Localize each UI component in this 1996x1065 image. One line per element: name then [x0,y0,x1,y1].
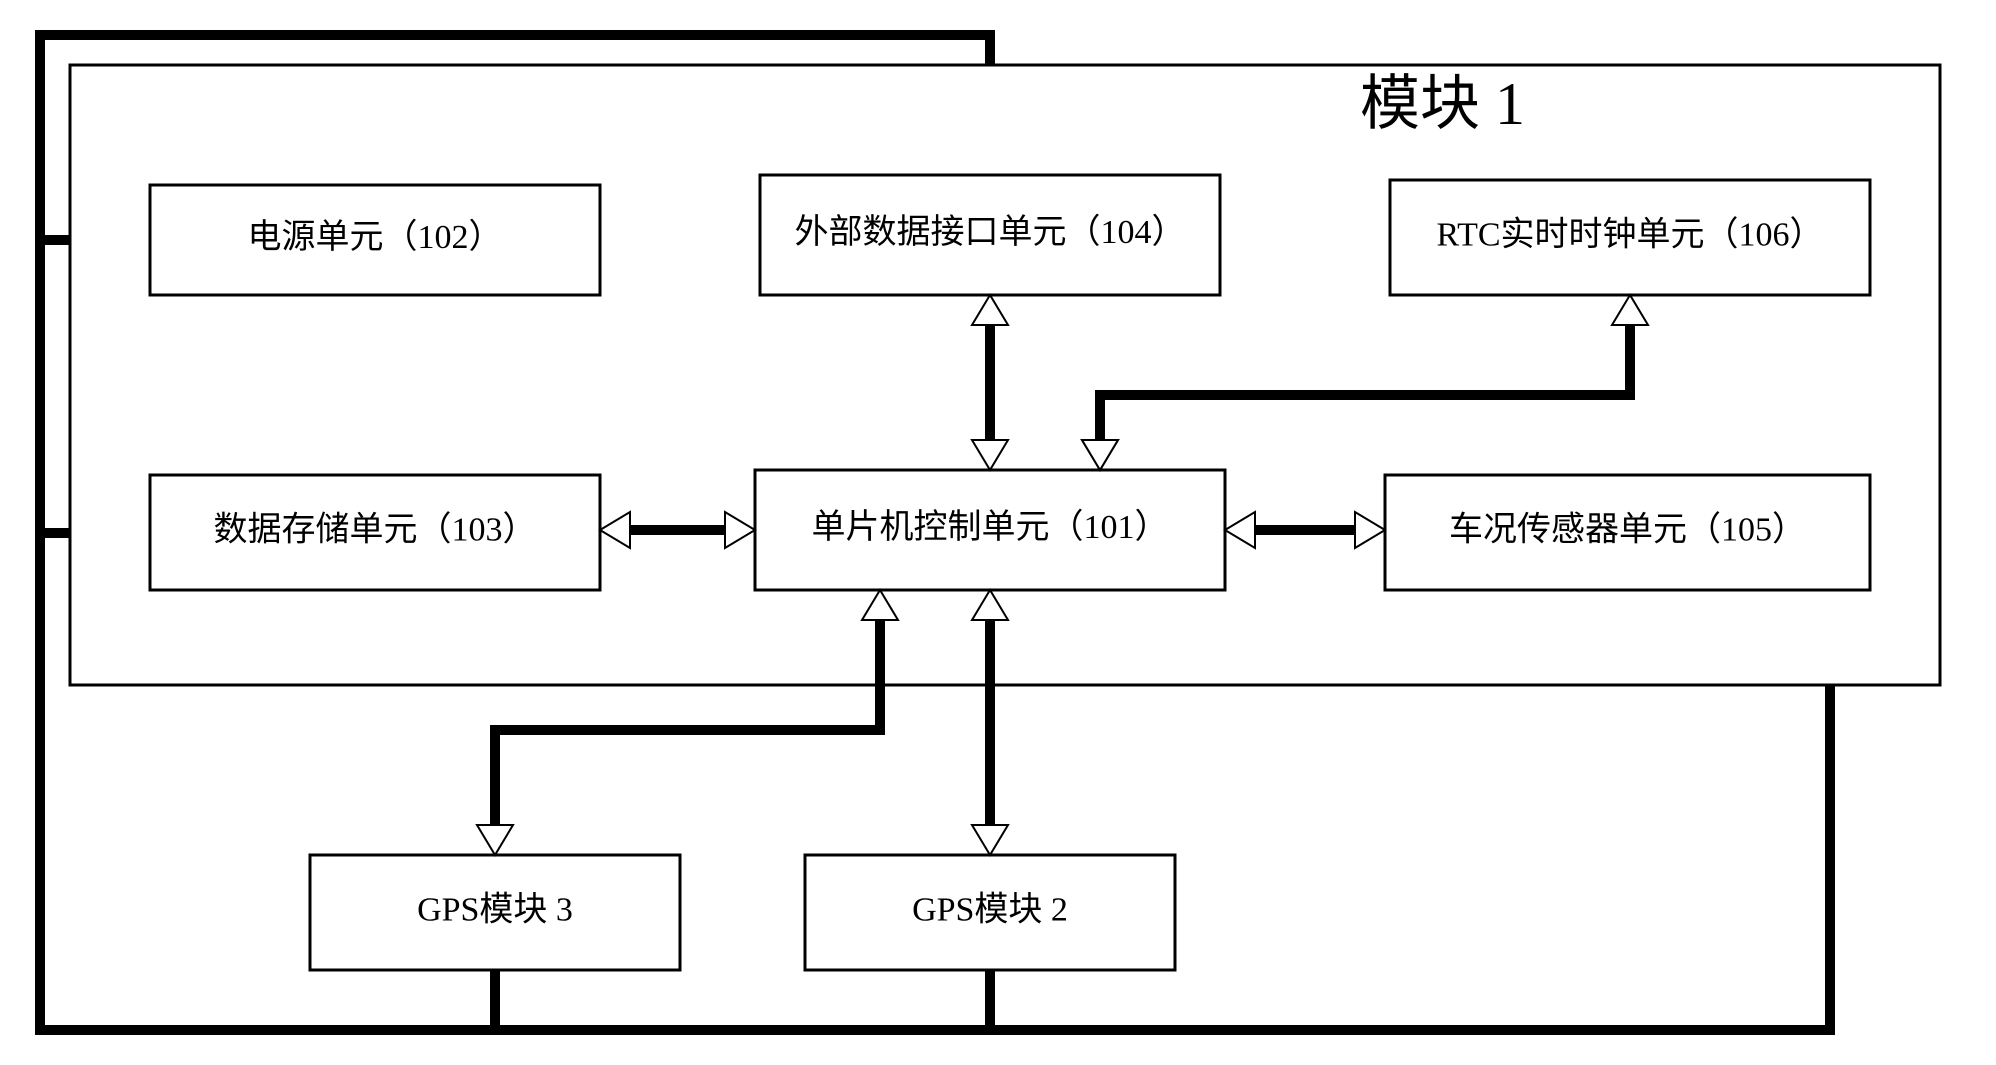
svg-text:RTC实时时钟单元（106）: RTC实时时钟单元（106） [1436,215,1823,253]
svg-text:电源单元（102）: 电源单元（102） [248,218,503,256]
svg-text:外部数据接口单元（104）: 外部数据接口单元（104） [795,213,1186,251]
svg-text:模块 1: 模块 1 [1360,71,1525,137]
svg-text:单片机控制单元（101）: 单片机控制单元（101） [812,508,1169,546]
diagram-canvas: 模块 1 电源单元（102） 外部数据接口单元（104） RTC实时时钟单元（106）… [0,0,1996,1065]
svg-text:GPS模块 3: GPS模块 3 [417,890,573,928]
svg-text:GPS模块 2: GPS模块 2 [912,890,1068,928]
svg-text:数据存储单元（103）: 数据存储单元（103） [214,510,537,548]
svg-text:车况传感器单元（105）: 车况传感器单元（105） [1449,510,1806,548]
